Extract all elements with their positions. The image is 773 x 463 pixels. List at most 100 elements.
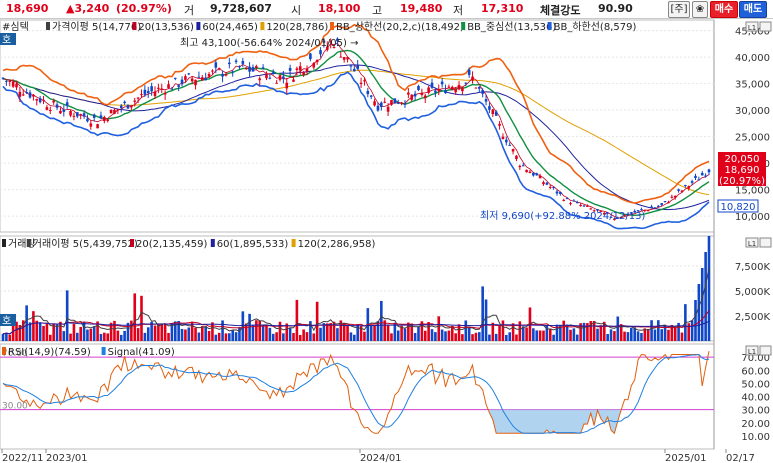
volume-bar [494, 333, 498, 341]
volume-bar [157, 323, 160, 341]
panel-maximize-icon [759, 237, 772, 248]
candle-body [11, 81, 15, 87]
candle-body [383, 101, 387, 103]
candle-body [190, 78, 194, 82]
volume-bar [92, 326, 96, 341]
candle-body [633, 210, 636, 213]
volume-bar [552, 334, 555, 341]
strength-label: 체결강도 [540, 4, 581, 17]
candle-body [410, 94, 414, 100]
candle-body [582, 205, 586, 207]
candle-body [407, 92, 410, 95]
candle-body [86, 118, 89, 122]
candle-body [376, 105, 380, 111]
side-tab [0, 33, 16, 45]
candle-body [133, 100, 137, 102]
candle-body [214, 62, 218, 68]
volume-bar [471, 334, 474, 341]
candle-body [309, 53, 312, 60]
candle-body [630, 212, 633, 214]
volume-bar [271, 333, 275, 341]
rsi-legend-item: RSI(14,9)(74.59) [8, 347, 91, 358]
volume-bar [167, 332, 170, 341]
volume-bar [447, 330, 451, 341]
volume-bar [130, 320, 133, 341]
candle-body [180, 79, 184, 85]
candle-body [285, 82, 289, 89]
candle-body [228, 62, 231, 65]
volume-bar [234, 332, 238, 341]
volume-tick-label: 2,500K [735, 312, 771, 323]
candle-body [575, 202, 579, 204]
volume-bar [498, 325, 501, 341]
main-chart-button[interactable]: [주] [668, 1, 690, 18]
candle-body [221, 73, 224, 77]
volume-label: 거 [184, 4, 195, 17]
candle-body [163, 93, 167, 95]
price-legend-item: 60(24,465) [202, 22, 258, 33]
candle-body [602, 212, 606, 215]
low-tag-label: 10,820 [721, 202, 756, 213]
candle-body [528, 171, 532, 174]
candle-body [143, 89, 147, 95]
buy-button[interactable]: 매수 [710, 1, 738, 18]
volume-bar [515, 334, 518, 341]
volume-bar [258, 320, 262, 341]
price-legend-item: 120(28,786) [266, 22, 328, 33]
candle-body [109, 109, 113, 114]
candle-body [96, 124, 99, 129]
volume-bar [413, 332, 417, 341]
volume-bar [481, 286, 484, 341]
volume-bar [359, 325, 363, 341]
x-tick-label: 02/17 [726, 453, 755, 463]
rsi-legend-swatch [101, 347, 106, 355]
candle-body [261, 67, 265, 69]
volume-bar [423, 330, 427, 341]
candle-body [586, 205, 589, 207]
candle-body [521, 165, 525, 167]
candle-body [670, 196, 674, 198]
candle-body [363, 80, 366, 82]
candle-body [687, 186, 691, 189]
volume-bar [565, 324, 569, 341]
rsi-tick-label: 10.00 [741, 432, 770, 443]
candle-body [170, 88, 174, 90]
candle-body [491, 109, 495, 115]
candle-body [197, 76, 201, 78]
volume-bar [555, 324, 559, 341]
candle-body [498, 123, 501, 126]
volume-bar [407, 322, 410, 341]
volume-bar [342, 322, 346, 341]
settings-icon[interactable]: ❀ [692, 1, 708, 18]
candle-body [640, 209, 643, 211]
candle-body [650, 206, 653, 209]
volume-side-tab [0, 314, 16, 326]
sell-button[interactable]: 매도 [739, 1, 767, 18]
candle-body [457, 84, 461, 90]
volume-bar [619, 324, 623, 341]
price-legend-swatch [132, 22, 137, 30]
price-panel-frame [0, 19, 715, 233]
candle-body [65, 102, 69, 106]
volume-bar [592, 320, 596, 341]
candle-body [157, 87, 160, 89]
volume-bar [440, 329, 444, 341]
price-legend-item: 가격이평 5(14,776) [52, 20, 141, 33]
candle-body [1, 77, 5, 79]
candle-body [288, 67, 292, 71]
volume-bar [542, 330, 545, 341]
candle-body [555, 191, 559, 194]
volume-bar [45, 323, 49, 341]
price-tick-label: 25,000 [735, 133, 770, 144]
candle-body [298, 66, 302, 71]
volume-bar [521, 326, 525, 341]
volume-bar [8, 334, 12, 341]
volume-bar [163, 323, 167, 341]
rsi-tick-label: 50.00 [741, 379, 770, 390]
candle-body [427, 87, 430, 93]
volume-bar [369, 325, 373, 341]
volume-bar [707, 236, 711, 341]
candle-body [697, 179, 701, 181]
candle-body [606, 212, 609, 214]
